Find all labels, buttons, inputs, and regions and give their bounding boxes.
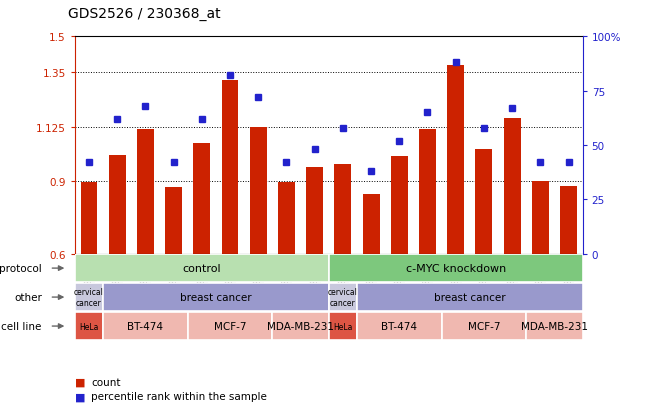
Text: percentile rank within the sample: percentile rank within the sample [91,392,267,401]
Bar [419,130,436,254]
Text: HeLa: HeLa [79,322,99,331]
Bar [250,128,267,254]
Bar [532,182,549,254]
Text: cell line: cell line [1,321,42,331]
Text: breast cancer: breast cancer [180,292,252,302]
Bar [193,143,210,254]
Bar [441,312,526,340]
Bar [391,157,408,254]
Text: BT-474: BT-474 [128,321,163,331]
Bar [81,183,98,254]
Text: HeLa: HeLa [333,322,353,331]
Text: ■: ■ [75,377,85,387]
Text: MDA-MB-231: MDA-MB-231 [521,321,588,331]
Text: cervical
cancer: cervical cancer [74,288,104,307]
Bar [363,195,380,254]
Text: GDS2526 / 230368_at: GDS2526 / 230368_at [68,7,221,21]
Bar [447,66,464,254]
Bar [504,119,521,254]
Text: count: count [91,377,120,387]
Bar [75,254,329,282]
Text: c-MYC knockdown: c-MYC knockdown [406,263,506,273]
Bar [329,254,583,282]
Text: BT-474: BT-474 [381,321,417,331]
Text: cervical
cancer: cervical cancer [328,288,358,307]
Text: breast cancer: breast cancer [434,292,506,302]
Text: other: other [14,292,42,302]
Text: MCF-7: MCF-7 [467,321,500,331]
Text: protocol: protocol [0,263,42,273]
Bar [357,283,583,311]
Bar [272,312,329,340]
Bar [103,283,329,311]
Bar [329,312,357,340]
Bar [335,165,352,254]
Bar [475,149,492,254]
Bar [560,187,577,254]
Bar [75,312,103,340]
Text: MDA-MB-231: MDA-MB-231 [267,321,334,331]
Bar [103,312,187,340]
Bar [526,312,583,340]
Bar [165,188,182,254]
Bar [221,81,238,254]
Text: control: control [182,263,221,273]
Bar [187,312,272,340]
Bar [75,283,103,311]
Bar [357,312,441,340]
Bar [137,130,154,254]
Bar [278,183,295,254]
Bar [329,283,357,311]
Text: MCF-7: MCF-7 [214,321,246,331]
Bar [109,155,126,254]
Text: ■: ■ [75,392,85,401]
Bar [306,167,323,254]
